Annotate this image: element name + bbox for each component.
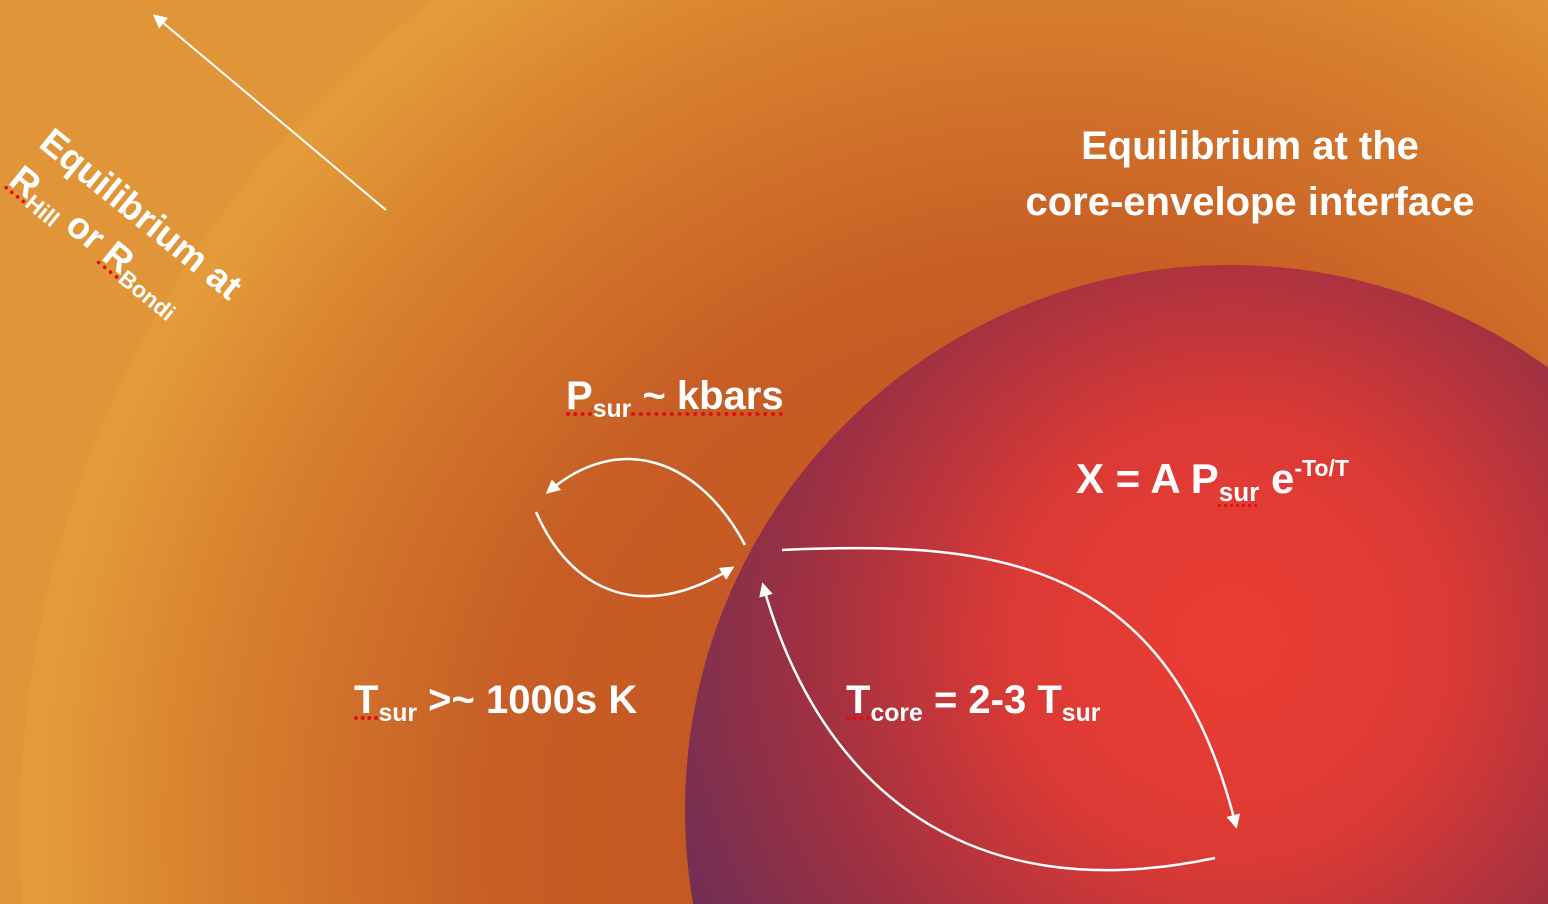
- p-sur-sub: sur: [592, 395, 632, 423]
- t-core-sub: core: [870, 699, 923, 727]
- equation-exponent: -To/T: [1294, 454, 1350, 481]
- interface-title-line2: core-envelope interface: [1025, 180, 1475, 224]
- t-core-relation: = 2-3 T: [922, 678, 1062, 722]
- t-sur-symbol: Tsur: [354, 678, 417, 727]
- p-sur-symbol: Psur: [566, 374, 631, 423]
- interface-title: Equilibrium at the core-envelope interfa…: [960, 118, 1540, 230]
- equilibrium-equation: X = A Psur e-To/T: [1076, 454, 1350, 508]
- t-core-main: T: [846, 678, 871, 722]
- surface-pressure-label: Psur ~ kbars: [566, 374, 784, 423]
- t-sur-main: T: [354, 678, 379, 722]
- core-sphere: [685, 265, 1548, 904]
- equation-lhs: X = A P: [1076, 455, 1219, 502]
- surface-arrow-upper: [545, 457, 747, 546]
- core-temperature-label: Tcore = 2-3 Tsur: [846, 678, 1100, 727]
- outer-arrow: [152, 14, 387, 211]
- core-arrow-upper: [781, 546, 1241, 829]
- p-sur-value: ~ kbars: [631, 374, 784, 418]
- interface-title-line1: Equilibrium at the: [1081, 124, 1419, 168]
- t-core-relation-sub: sur: [1061, 699, 1101, 727]
- equation-sub: sur: [1218, 477, 1260, 508]
- t-core-symbol: Tcore: [846, 678, 923, 727]
- p-sur-main: P: [566, 374, 593, 418]
- surface-temperature-label: Tsur >~ 1000s K: [354, 678, 638, 727]
- t-sur-sub: sur: [378, 699, 418, 727]
- core-arrow-lower: [759, 582, 1216, 872]
- t-sur-value: >~ 1000s K: [417, 678, 638, 722]
- surface-arrow-lower: [534, 511, 735, 598]
- equation-exp-base: e: [1259, 455, 1295, 502]
